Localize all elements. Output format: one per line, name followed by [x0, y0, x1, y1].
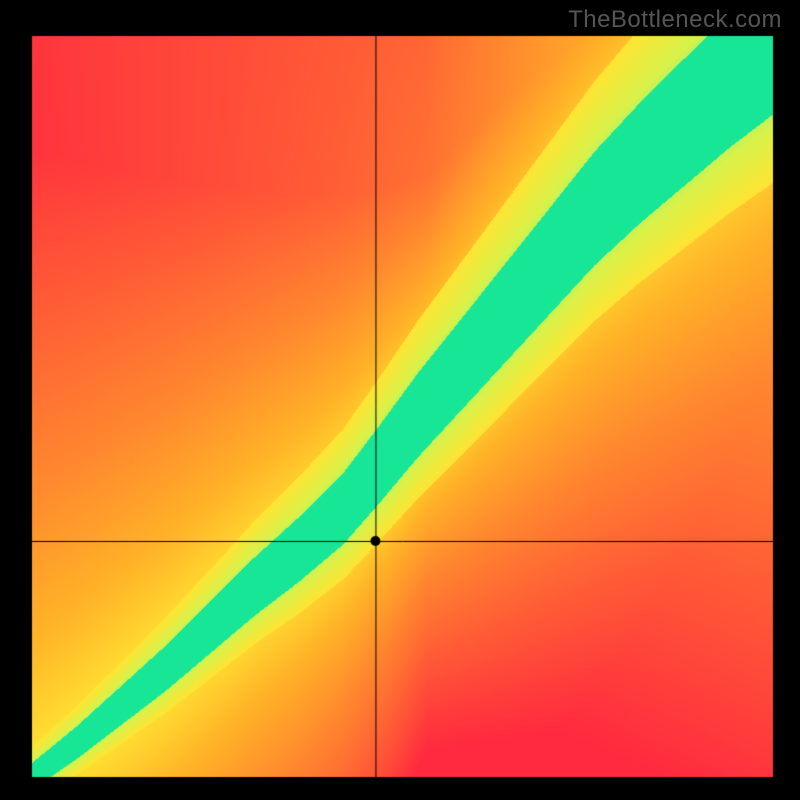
- bottleneck-heatmap: [0, 0, 800, 800]
- chart-container: TheBottleneck.com: [0, 0, 800, 800]
- watermark-text: TheBottleneck.com: [568, 6, 782, 34]
